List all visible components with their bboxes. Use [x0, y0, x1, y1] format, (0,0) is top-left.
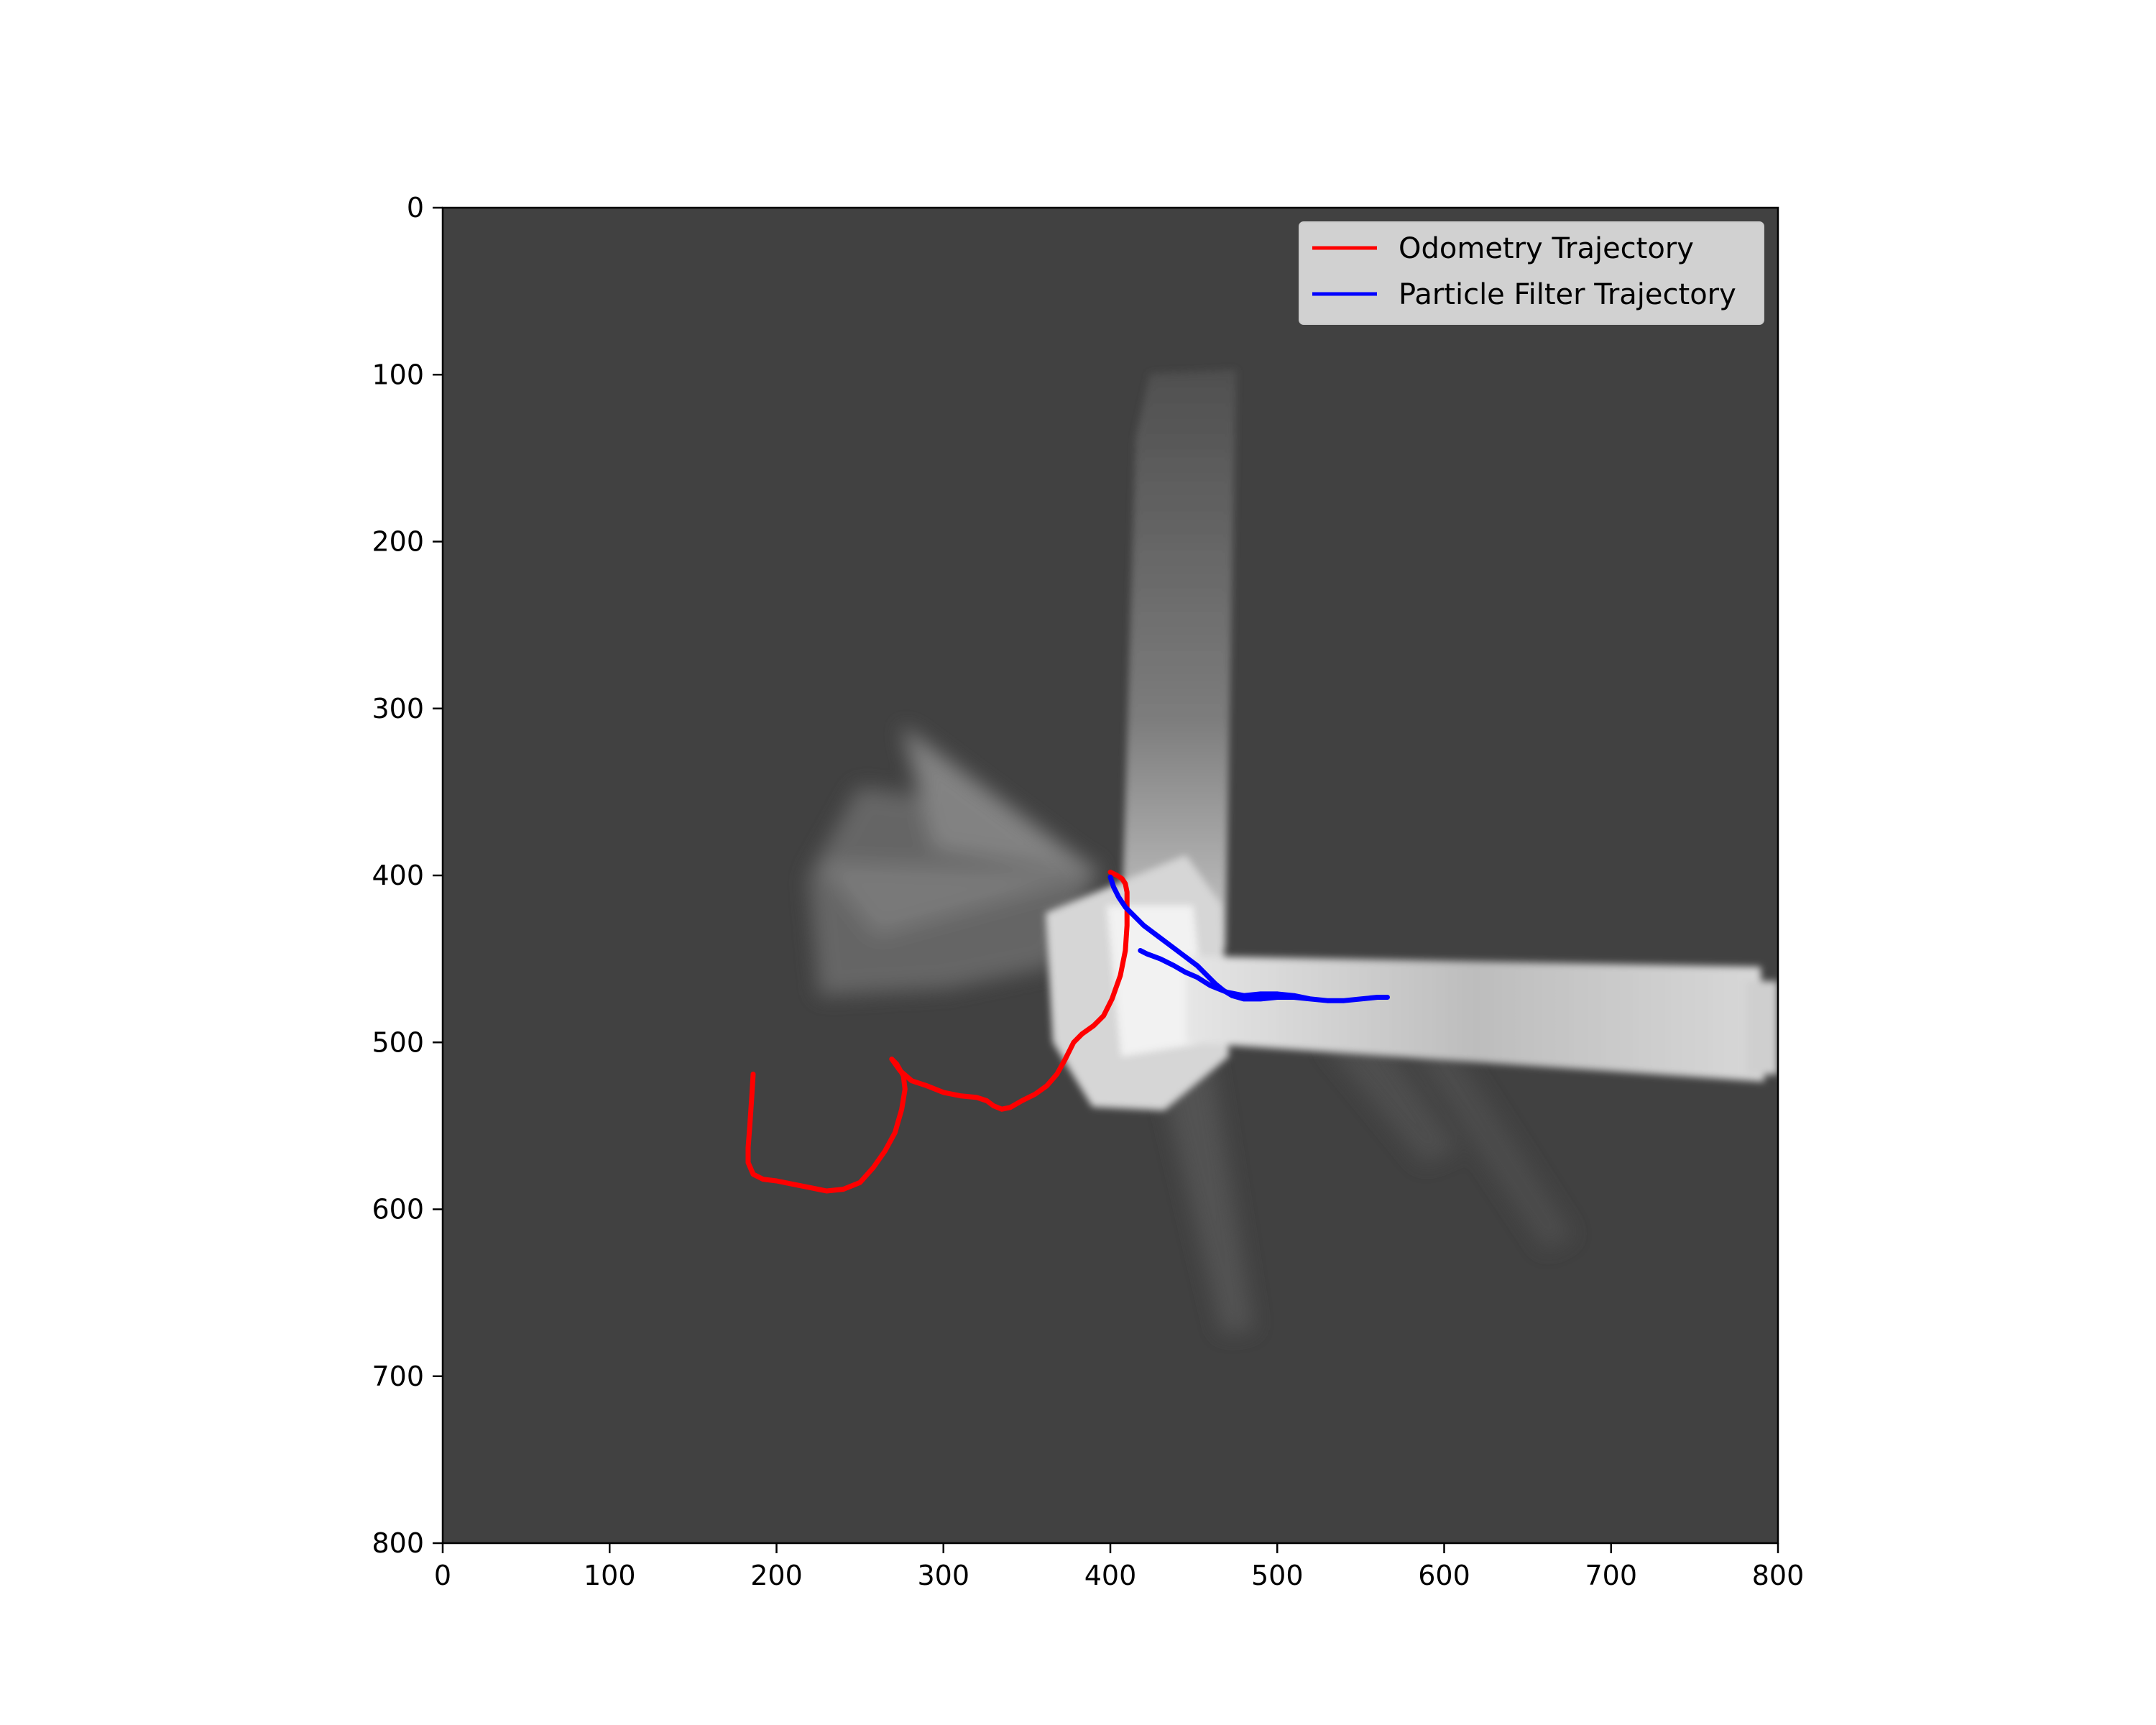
y-tick-label: 100: [372, 359, 424, 390]
y-tick-label: 0: [407, 192, 424, 224]
legend-box: [1299, 221, 1764, 325]
x-tick-label: 800: [1752, 1560, 1805, 1591]
y-tick-label: 400: [372, 860, 424, 891]
y-axis: 0 100 200 300 400 500 600 700 800: [372, 192, 443, 1559]
x-tick-label: 100: [584, 1560, 636, 1591]
y-tick-label: 300: [372, 693, 424, 724]
legend: Odometry Trajectory Particle Filter Traj…: [1299, 221, 1764, 325]
particle-filter-trajectory-line: [1107, 874, 1390, 1003]
occupancy-map: [443, 208, 1778, 1543]
x-tick-label: 500: [1251, 1560, 1304, 1591]
x-axis: 0 100 200 300 400 500 600 700 800: [434, 1543, 1804, 1591]
y-tick-label: 500: [372, 1026, 424, 1058]
y-tick-label: 800: [372, 1527, 424, 1559]
y-tick-label: 200: [372, 526, 424, 558]
y-tick-label: 700: [372, 1361, 424, 1392]
y-tick-label: 600: [372, 1194, 424, 1225]
x-tick-label: 200: [750, 1560, 803, 1591]
x-tick-label: 400: [1084, 1560, 1137, 1591]
x-tick-label: 300: [917, 1560, 969, 1591]
x-tick-label: 0: [434, 1560, 451, 1591]
x-tick-label: 600: [1418, 1560, 1470, 1591]
legend-label-odometry: Odometry Trajectory: [1399, 232, 1694, 265]
x-tick-label: 700: [1585, 1560, 1637, 1591]
odometry-trajectory-line: [745, 869, 1130, 1194]
legend-label-particle-filter: Particle Filter Trajectory: [1399, 278, 1736, 311]
